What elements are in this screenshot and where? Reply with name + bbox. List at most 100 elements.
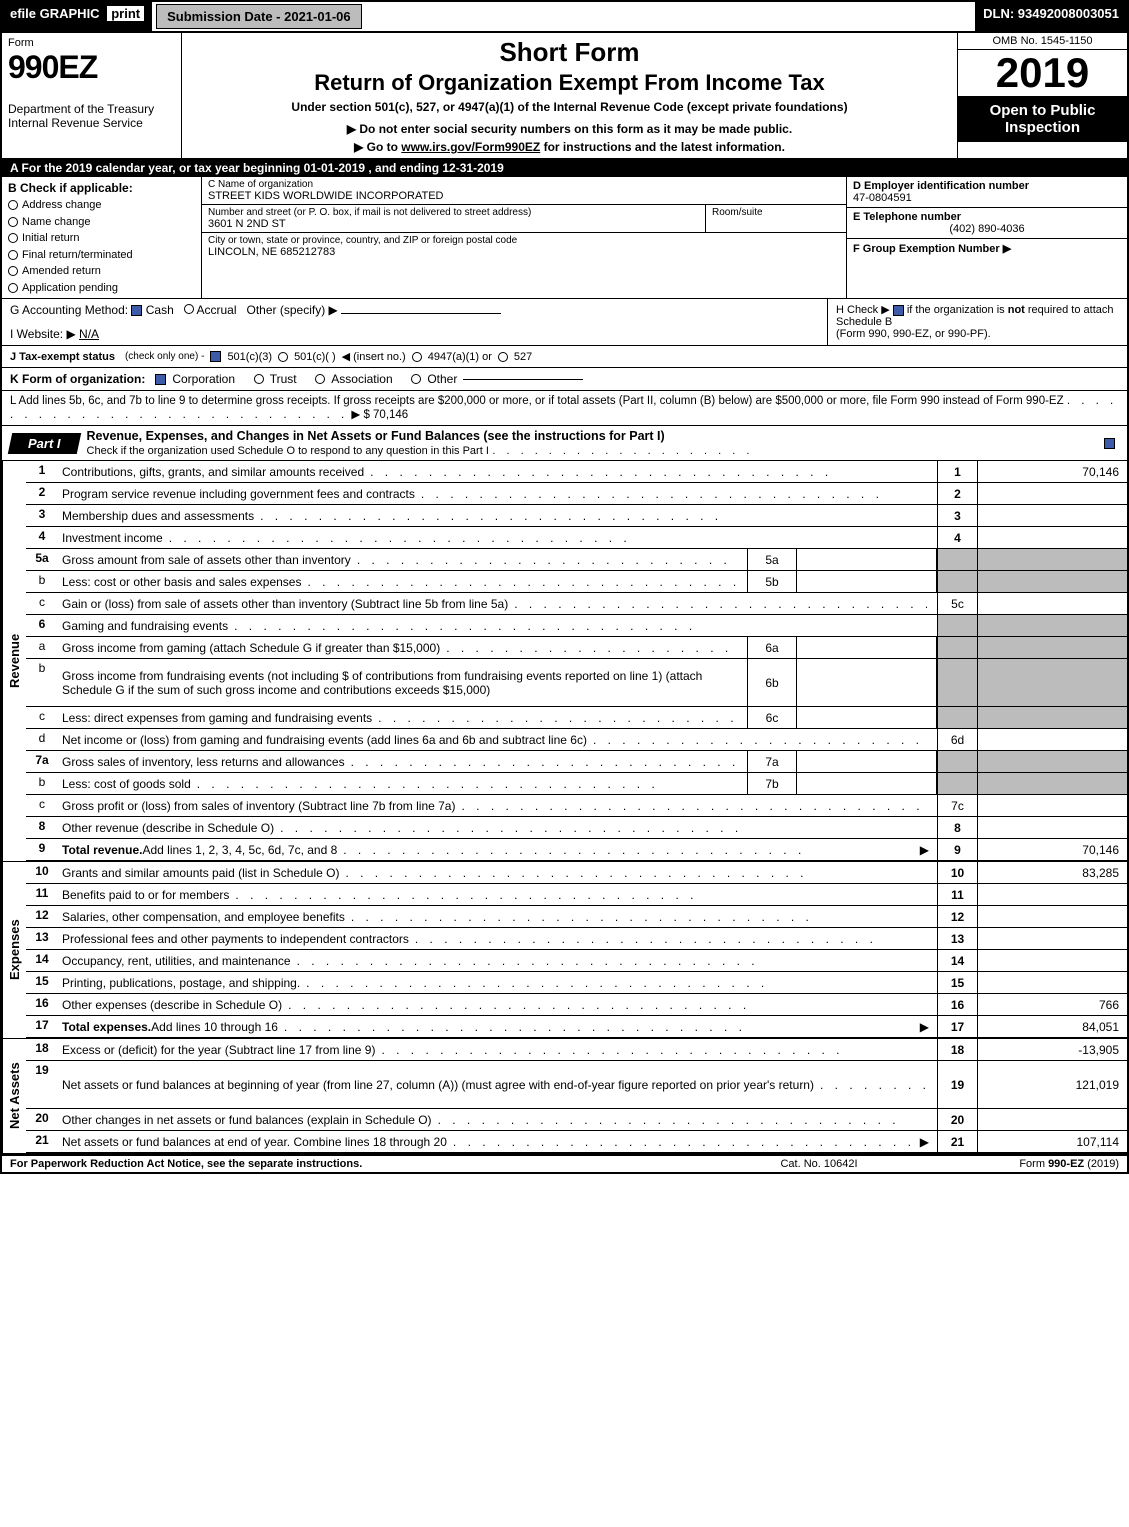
- circle-icon: [411, 374, 421, 384]
- line-ref-cell: 11: [937, 884, 977, 905]
- table-row: bLess: cost or other basis and sales exp…: [26, 571, 1127, 593]
- expenses-side-label: Expenses: [2, 862, 26, 1038]
- amount-cell: [977, 773, 1127, 794]
- line-number: c: [26, 593, 58, 614]
- h-label: H Check ▶: [836, 304, 890, 316]
- line-number: 16: [26, 994, 58, 1015]
- k-other-input[interactable]: [463, 379, 583, 380]
- line-number: 4: [26, 527, 58, 548]
- l-text: L Add lines 5b, 6c, and 7b to line 9 to …: [10, 395, 1064, 407]
- chk-cash[interactable]: [131, 305, 142, 316]
- box-b: B Check if applicable: Address change Na…: [2, 177, 202, 298]
- amount-cell: [977, 950, 1127, 971]
- line-ref-cell: 18: [937, 1039, 977, 1060]
- chk-amended-return[interactable]: Amended return: [8, 263, 195, 280]
- sub-line-value[interactable]: [797, 549, 937, 570]
- amount-cell: 107,114: [977, 1131, 1127, 1152]
- table-row: cGross profit or (loss) from sales of in…: [26, 795, 1127, 817]
- chk-final-return[interactable]: Final return/terminated: [8, 247, 195, 264]
- line-number: c: [26, 707, 58, 728]
- k-label: K Form of organization:: [10, 372, 145, 386]
- circle-icon: [8, 250, 18, 260]
- addr-label: Number and street (or P. O. box, if mail…: [208, 207, 699, 218]
- opt-527: 527: [514, 351, 532, 363]
- opt-association: Association: [331, 372, 392, 386]
- sub-line-value[interactable]: [797, 637, 937, 658]
- dln-label: DLN: 93492008003051: [975, 2, 1127, 31]
- table-row: dNet income or (loss) from gaming and fu…: [26, 729, 1127, 751]
- opt-cash: Cash: [146, 303, 174, 317]
- e-label: E Telephone number: [853, 211, 1121, 223]
- line-number: 1: [26, 461, 58, 482]
- circle-icon: [315, 374, 325, 384]
- line-ref-cell: [937, 659, 977, 706]
- line-description: Contributions, gifts, grants, and simila…: [58, 461, 937, 482]
- print-button[interactable]: print: [107, 6, 144, 21]
- box-b-header: B Check if applicable:: [8, 179, 195, 197]
- part-1-endcheck: [1104, 436, 1127, 450]
- efile-graphic-button[interactable]: efile GRAPHIC print: [2, 2, 152, 31]
- netassets-side-label: Net Assets: [2, 1039, 26, 1153]
- city-row: City or town, state or province, country…: [202, 233, 846, 260]
- circle-icon: [184, 304, 194, 314]
- line-number: b: [26, 773, 58, 794]
- line-description: Less: direct expenses from gaming and fu…: [58, 707, 747, 728]
- chk-corporation[interactable]: [155, 374, 166, 385]
- form-ref: Form 990-EZ (2019): [919, 1158, 1119, 1170]
- box-d-e-f: D Employer identification number 47-0804…: [847, 177, 1127, 298]
- phone-row: E Telephone number (402) 890-4036: [847, 208, 1127, 239]
- sub-line-label: 7a: [747, 751, 797, 772]
- ssn-warning: ▶ Do not enter social security numbers o…: [190, 122, 949, 136]
- table-row: 14Occupancy, rent, utilities, and mainte…: [26, 950, 1127, 972]
- dept-label: Department of the Treasury: [8, 102, 175, 116]
- tax-year: 2019: [958, 50, 1127, 96]
- line-description: Total revenue. Add lines 1, 2, 3, 4, 5c,…: [58, 839, 937, 860]
- chk-schedule-o-used[interactable]: [1104, 438, 1115, 449]
- sub-line-value[interactable]: [797, 751, 937, 772]
- city-value: LINCOLN, NE 685212783: [208, 246, 840, 258]
- arrow-icon: ▶: [920, 843, 929, 857]
- phone-value: (402) 890-4036: [853, 223, 1121, 235]
- table-row: 16Other expenses (describe in Schedule O…: [26, 994, 1127, 1016]
- amount-cell: [977, 906, 1127, 927]
- other-specify-input[interactable]: [341, 313, 501, 314]
- chk-schedule-b-not-required[interactable]: [893, 305, 904, 316]
- table-row: 7aGross sales of inventory, less returns…: [26, 751, 1127, 773]
- chk-address-change[interactable]: Address change: [8, 197, 195, 214]
- line-number: 20: [26, 1109, 58, 1130]
- line-ref-cell: 14: [937, 950, 977, 971]
- line-ref-cell: 6d: [937, 729, 977, 750]
- line-description: Professional fees and other payments to …: [58, 928, 937, 949]
- line-ref-cell: [937, 549, 977, 570]
- netassets-body: 18Excess or (deficit) for the year (Subt…: [26, 1039, 1127, 1153]
- line-description: Gain or (loss) from sale of assets other…: [58, 593, 937, 614]
- chk-501c3[interactable]: [210, 351, 221, 362]
- line-ref-cell: 20: [937, 1109, 977, 1130]
- chk-application-pending[interactable]: Application pending: [8, 280, 195, 297]
- title-short-form: Short Form: [190, 37, 949, 68]
- sub-line-label: 7b: [747, 773, 797, 794]
- sub-line-value[interactable]: [797, 659, 937, 706]
- part-1-tab: Part I: [8, 433, 81, 454]
- j-small: (check only one) -: [125, 351, 204, 362]
- table-row: bLess: cost of goods sold. . . . . . . .…: [26, 773, 1127, 795]
- sub-line-value[interactable]: [797, 571, 937, 592]
- sub-line-value[interactable]: [797, 773, 937, 794]
- amount-cell: [977, 549, 1127, 570]
- link-pre: ▶ Go to: [354, 140, 401, 154]
- chk-name-change[interactable]: Name change: [8, 214, 195, 231]
- chk-initial-return[interactable]: Initial return: [8, 230, 195, 247]
- opt-other: Other (specify) ▶: [247, 303, 338, 317]
- sub-line-value[interactable]: [797, 707, 937, 728]
- line-ref-cell: 7c: [937, 795, 977, 816]
- table-row: cGain or (loss) from sale of assets othe…: [26, 593, 1127, 615]
- amount-cell: [977, 817, 1127, 838]
- line-number: 2: [26, 483, 58, 504]
- l-arrow: ▶: [351, 409, 360, 421]
- expenses-table: Expenses 10Grants and similar amounts pa…: [0, 861, 1129, 1038]
- irs-link[interactable]: www.irs.gov/Form990EZ: [401, 140, 540, 154]
- revenue-side-label: Revenue: [2, 461, 26, 861]
- line-number: 7a: [26, 751, 58, 772]
- h-text3: (Form 990, 990-EZ, or 990-PF).: [836, 328, 991, 340]
- line-description: Gross income from fundraising events (no…: [58, 659, 747, 706]
